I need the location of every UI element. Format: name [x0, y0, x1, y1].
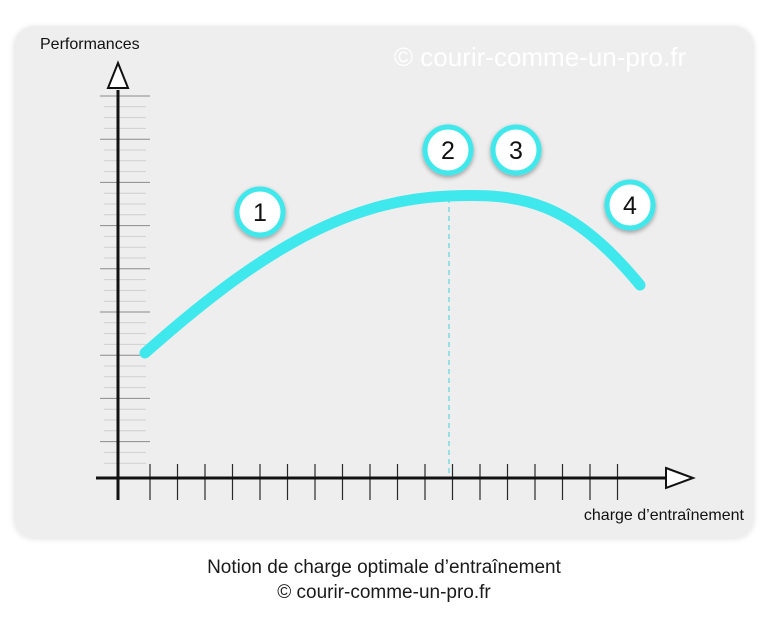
- marker-1-label: 1: [253, 199, 267, 227]
- x-axis-ticks: [149, 464, 619, 500]
- marker-2: [422, 124, 474, 176]
- performance-curve: [139, 189, 646, 359]
- y-axis-ticks: [100, 95, 150, 464]
- diagram-panel: [14, 26, 754, 538]
- caption-title: Notion de charge optimale d’entraînement: [207, 557, 561, 578]
- x-axis-label: charge d’entraînement: [584, 507, 745, 524]
- y-axis-arrow: [106, 60, 130, 89]
- caption-copyright: © courir-comme-un-pro.fr: [277, 582, 491, 603]
- watermark: © courir-comme-un-pro.fr: [394, 42, 687, 72]
- marker-4: [604, 179, 656, 231]
- marker-3-label: 3: [509, 137, 523, 165]
- marker-4-label: 4: [623, 192, 637, 220]
- marker-3: [490, 124, 542, 176]
- y-axis-label: Performances: [40, 36, 140, 53]
- marker-1: [234, 186, 286, 238]
- marker-2-label: 2: [441, 137, 455, 165]
- x-axis-arrow: [665, 466, 696, 490]
